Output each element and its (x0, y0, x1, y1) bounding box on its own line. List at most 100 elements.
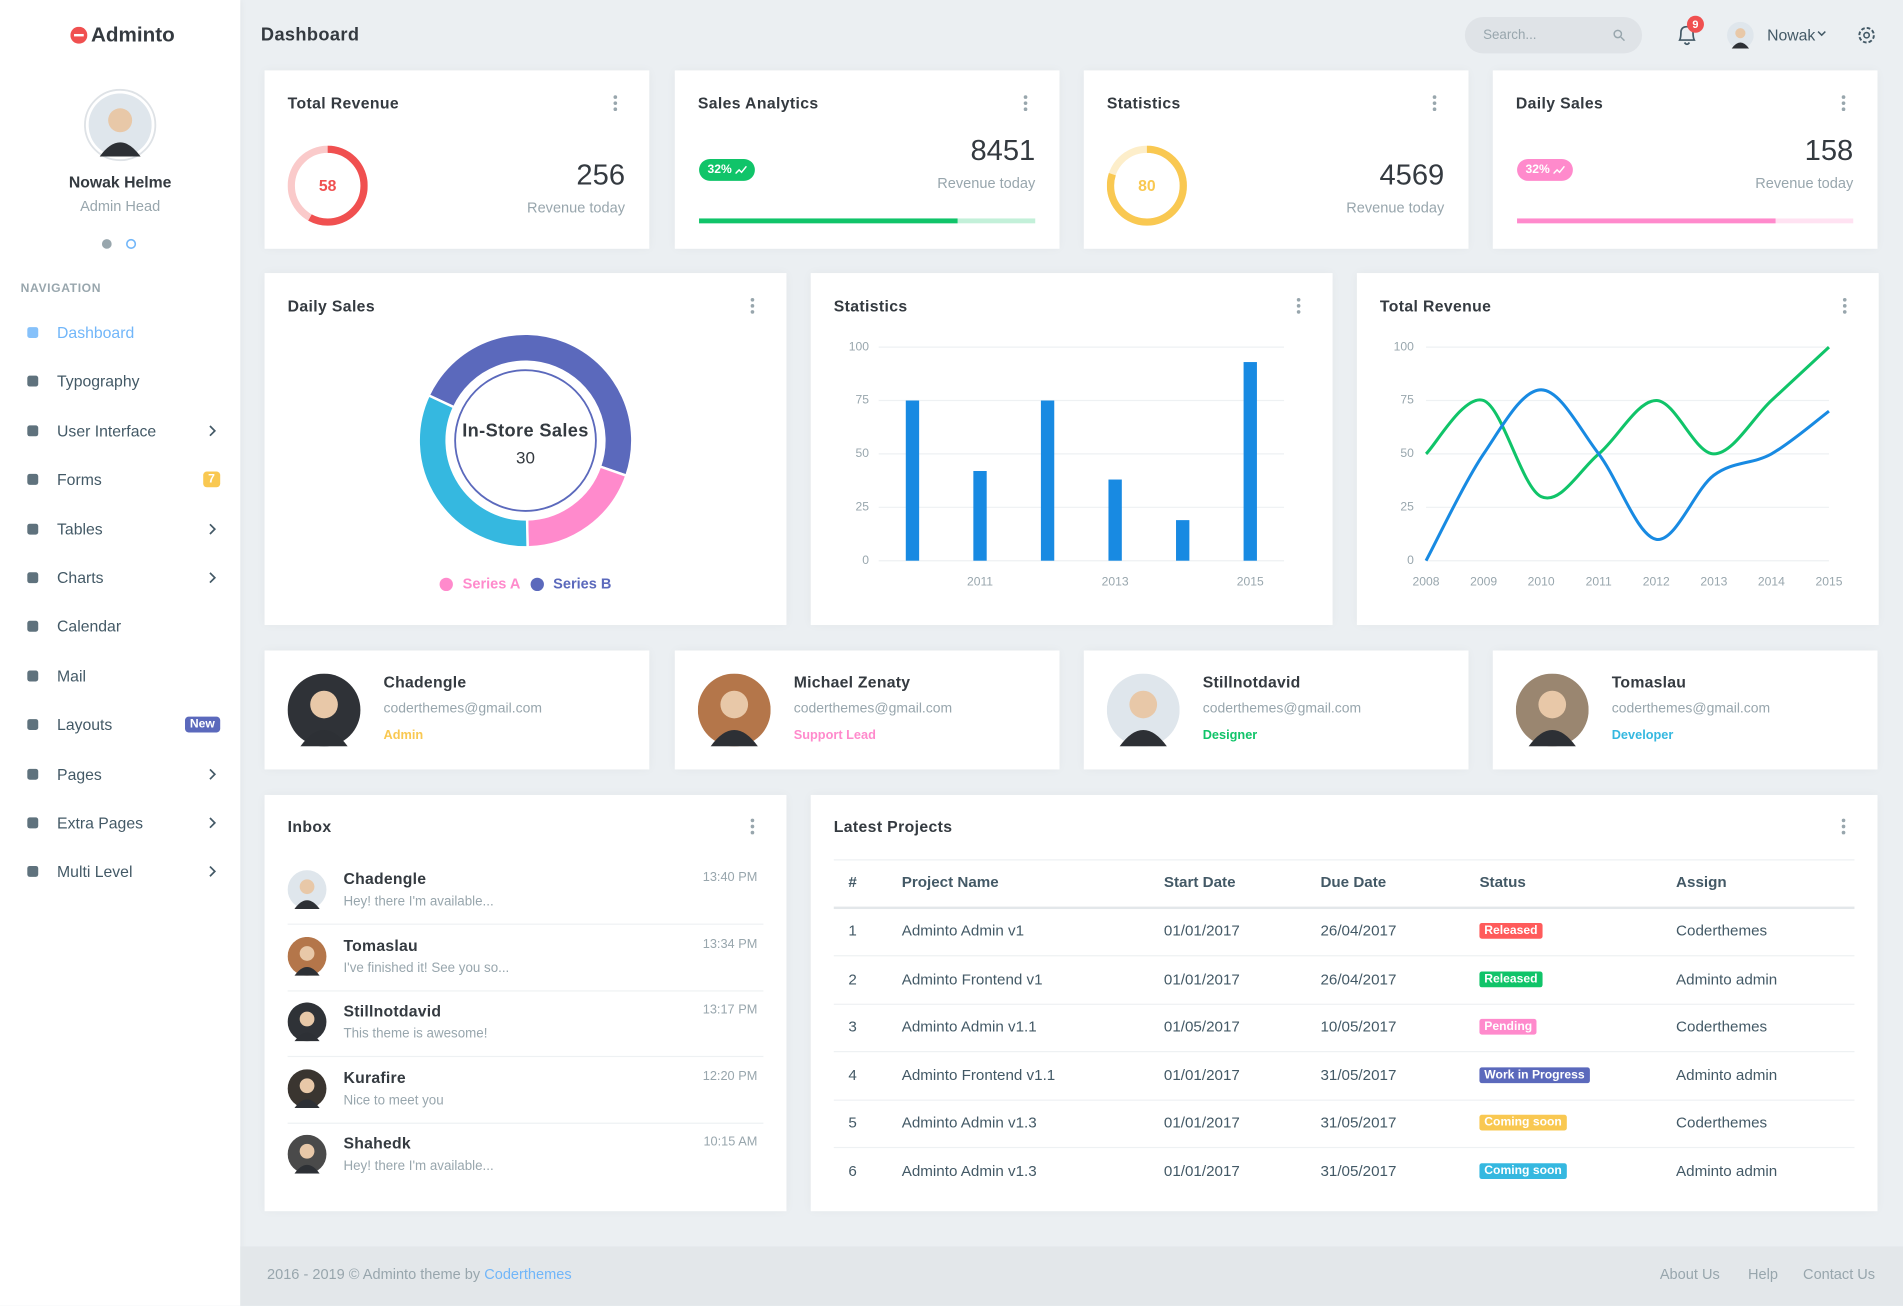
topbar-user[interactable]: Nowak (1767, 26, 1816, 45)
message-preview: Nice to meet you (343, 1092, 444, 1108)
more-menu[interactable] (1840, 817, 1847, 836)
nav-icon (27, 572, 39, 584)
nav-icon (27, 474, 39, 486)
stat-caption: Revenue today (527, 199, 626, 217)
nav-label[interactable]: Calendar (57, 617, 122, 636)
search-icon[interactable] (1613, 29, 1625, 42)
donut-chart (417, 332, 634, 549)
x-tick-label: 2015 (1815, 575, 1842, 589)
inbox-item[interactable] (288, 925, 764, 986)
card (1356, 273, 1879, 626)
footer-link[interactable]: Contact Us (1803, 1265, 1876, 1283)
more-menu[interactable] (1022, 93, 1029, 112)
legend-marker (530, 577, 544, 591)
y-tick-label: 0 (862, 553, 869, 567)
nav-label[interactable]: Forms (57, 470, 102, 489)
y-tick-label: 0 (1407, 553, 1414, 567)
card-title: Total Revenue (287, 94, 400, 113)
avatar-head (299, 1011, 315, 1027)
nav-label[interactable]: User Interface (57, 421, 157, 440)
menu-dot (1296, 304, 1301, 308)
contact-email: coderthemes@gmail.com (1202, 701, 1362, 717)
menu-dot (1296, 310, 1301, 314)
table-cell: 31/05/2017 (1320, 1162, 1397, 1180)
message-preview: Hey! there I'm available... (343, 1159, 494, 1174)
menu-dot (1023, 101, 1028, 105)
avatar (287, 1068, 327, 1108)
nav-badge: New (185, 716, 220, 733)
avatar-body (294, 1032, 320, 1042)
footer-link[interactable]: Coderthemes (484, 1265, 572, 1283)
avatar-body (294, 966, 320, 976)
column-header: Project Name (901, 873, 999, 891)
inbox-item[interactable] (288, 1058, 764, 1119)
nav-label[interactable]: Extra Pages (57, 813, 144, 832)
nav-icon-shape (27, 866, 39, 878)
user-role: Admin Head (80, 197, 161, 215)
nav-label[interactable]: Dashboard (57, 323, 135, 342)
menu-dot (1842, 297, 1847, 302)
more-menu[interactable] (749, 817, 756, 836)
contact-role: Developer (1611, 728, 1674, 743)
avatar (287, 870, 327, 910)
sender-name: Shahedk (343, 1134, 411, 1153)
table-cell: 10/05/2017 (1320, 1018, 1397, 1036)
avatar-head (299, 879, 315, 895)
avatar-body (1528, 730, 1576, 747)
ring-chart (287, 145, 368, 226)
nav-icon-shape (27, 523, 39, 535)
nav-icon-shape (27, 621, 39, 633)
message-time: 10:15 AM (703, 1134, 758, 1150)
card-title: Inbox (287, 817, 332, 836)
message-time: 13:40 PM (702, 870, 758, 885)
ring-label: 80 (1138, 176, 1156, 195)
more-menu[interactable] (1841, 296, 1848, 315)
lens (1613, 29, 1623, 39)
nav-icon-shape (27, 719, 39, 731)
table-cell: 26/04/2017 (1320, 922, 1397, 940)
nav-chevron (209, 572, 217, 584)
search-placeholder: Search... (1483, 27, 1537, 43)
footer (240, 1246, 1903, 1306)
table-cell: 01/01/2017 (1163, 970, 1240, 988)
avatar-ring (84, 88, 157, 162)
nav-label[interactable]: Charts (57, 568, 104, 587)
inbox-item[interactable] (288, 992, 764, 1053)
more-menu[interactable] (1295, 296, 1302, 315)
menu-dot (1842, 304, 1847, 308)
nav-label[interactable]: Layouts (57, 715, 113, 734)
bar (1243, 362, 1257, 561)
nav-label[interactable]: Mail (57, 666, 86, 685)
inbox-item[interactable] (288, 1124, 764, 1185)
gear-hub (1863, 31, 1871, 39)
nav-chevron (209, 866, 217, 878)
more-menu[interactable] (1840, 93, 1847, 112)
user-actions[interactable] (100, 237, 141, 252)
trend-icon (735, 165, 747, 175)
avatar (88, 93, 152, 157)
line-series (1424, 388, 1830, 562)
page-title: Dashboard (260, 24, 360, 46)
more-menu[interactable] (1431, 93, 1438, 112)
x-tick-label: 2015 (1237, 575, 1264, 589)
nav-label[interactable]: Typography (57, 372, 140, 391)
notification-dot (1686, 15, 1704, 33)
nav-label[interactable]: Pages (57, 764, 102, 783)
table-cell: 26/04/2017 (1320, 970, 1397, 988)
separator (287, 923, 764, 925)
nav-label[interactable]: Tables (57, 519, 103, 538)
more-menu[interactable] (749, 296, 756, 315)
more-menu[interactable] (612, 93, 619, 112)
x-tick-label: 2010 (1528, 575, 1555, 589)
avatar (1515, 673, 1589, 747)
menu-dot (1841, 95, 1846, 99)
nav-label[interactable]: Multi Level (57, 862, 133, 881)
inbox-item[interactable] (288, 859, 764, 920)
donut-center-value: 30 (516, 447, 535, 468)
table-cell: Adminto Admin v1.3 (901, 1162, 1037, 1180)
footer-link[interactable]: About Us (1659, 1265, 1720, 1283)
search-box[interactable] (1464, 16, 1643, 54)
menu-dot (750, 830, 755, 835)
footer-link[interactable]: Help (1748, 1265, 1778, 1283)
settings-gear[interactable] (1857, 25, 1876, 44)
